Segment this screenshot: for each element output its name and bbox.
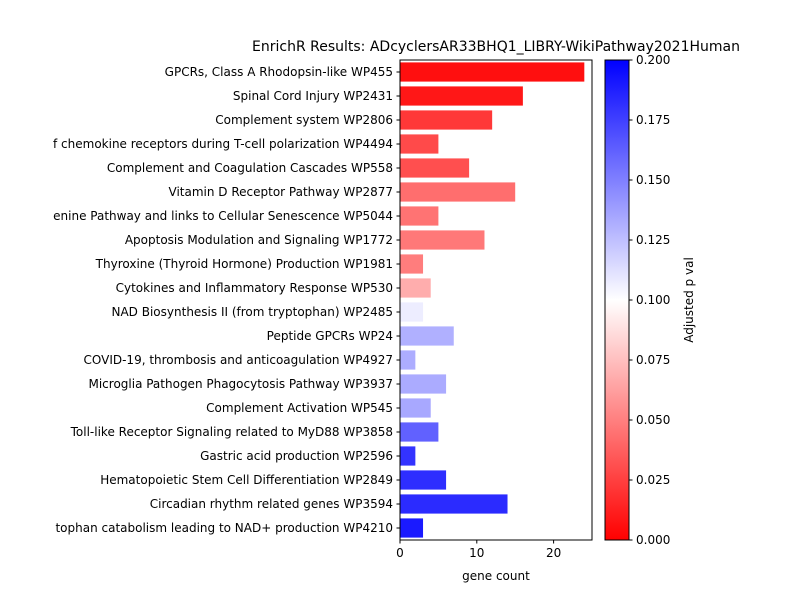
x-axis-ticks: 0 10 20 [396,540,561,560]
bar [400,470,447,490]
category-label: Gastric acid production WP2596 [200,449,393,463]
colorbar-label: Adjusted p val [682,257,696,343]
colorbar-tick-label: 0.200 [636,53,670,67]
category-label: Toll-like Receptor Signaling related to … [70,425,393,439]
colorbar-tick-label: 0.025 [636,473,670,487]
category-label: Circadian rhythm related genes WP3594 [150,497,393,511]
bar [400,350,416,370]
bar [400,62,585,82]
category-label: enine Pathway and links to Cellular Sene… [53,209,393,223]
category-labels: GPCRs, Class A Rhodopsin-like WP455 Spina… [53,65,400,535]
bar [400,110,493,130]
colorbar-tick-label: 0.125 [636,233,670,247]
chart-title: EnrichR Results: ADcyclersAR33BHQ1_LIBRY… [252,39,740,55]
colorbar-tick-label: 0.075 [636,353,670,367]
bar [400,206,439,226]
bar [400,398,431,418]
colorbar-tick-label: 0.000 [636,533,670,547]
colorbar-tick-label: 0.100 [636,293,670,307]
plot-frame [399,59,593,541]
bar [400,302,424,322]
bar [400,254,424,274]
category-label: Peptide GPCRs WP24 [267,329,393,343]
category-label: Complement and Coagulation Cascades WP55… [107,161,393,175]
category-label: tophan catabolism leading to NAD+ produc… [55,521,393,535]
bar [400,518,424,538]
bar [400,182,516,202]
x-axis-label: gene count [462,569,530,583]
category-label: NAD Biosynthesis II (from tryptophan) WP… [112,305,394,319]
category-label: GPCRs, Class A Rhodopsin-like WP455 [165,65,393,79]
x-tick-label: 0 [396,546,404,560]
category-label: f chemokine receptors during T-cell pola… [53,137,393,151]
bar [400,446,416,466]
category-label: Complement system WP2806 [215,113,393,127]
category-label: Apoptosis Modulation and Signaling WP177… [125,233,393,247]
category-label: Vitamin D Receptor Pathway WP2877 [169,185,394,199]
category-label: Thyroxine (Thyroid Hormone) Production W… [95,257,393,271]
category-label: COVID-19, thrombosis and anticoagulation… [84,353,394,367]
category-label: Spinal Cord Injury WP2431 [233,89,393,103]
colorbar [604,59,630,541]
category-label: Cytokines and Inflammatory Response WP53… [116,281,393,295]
bar [400,422,439,442]
x-tick-label: 10 [469,546,484,560]
bars-layer [400,62,585,538]
category-label: Complement Activation WP545 [206,401,393,415]
bar [400,158,470,178]
category-label: Microglia Pathogen Phagocytosis Pathway … [88,377,393,391]
bar [400,230,485,250]
colorbar-tick-label: 0.050 [636,413,670,427]
colorbar-tick-label: 0.150 [636,173,670,187]
bar [400,278,431,298]
bar [400,326,454,346]
bar [400,374,447,394]
x-tick-label: 20 [546,546,561,560]
bar [400,134,439,154]
bar [400,494,508,514]
bar [400,86,523,106]
category-label: Hematopoietic Stem Cell Differentiation … [100,473,393,487]
colorbar-ticks: 0.000 0.025 0.050 0.075 0.100 0.125 0.150 0.175… [629,53,670,547]
colorbar-tick-label: 0.175 [636,113,670,127]
